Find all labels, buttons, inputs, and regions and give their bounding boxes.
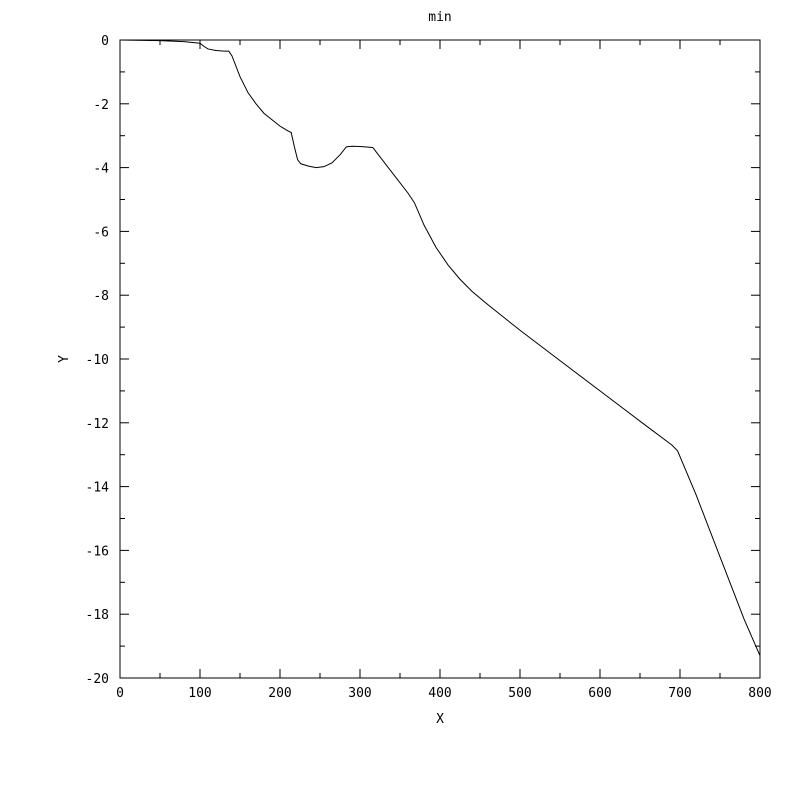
x-tick-label: 800 (748, 686, 771, 701)
x-tick-label: 500 (508, 686, 531, 701)
axis-ticks (119, 39, 761, 679)
x-tick-label: 0 (116, 686, 124, 701)
y-tick-label: -14 (86, 481, 110, 496)
y-tick-label: -2 (93, 98, 109, 113)
x-tick-label: 700 (668, 686, 691, 701)
x-axis-label: X (436, 712, 444, 727)
x-tick-label: 300 (348, 686, 371, 701)
y-tick-label: -8 (93, 289, 109, 304)
data-series-line (119, 39, 761, 656)
x-tick-label: 100 (188, 686, 211, 701)
y-tick-label: 0 (101, 34, 109, 49)
chart-title: min (428, 10, 451, 25)
y-tick-label: -20 (86, 672, 109, 687)
plot-area-frame (119, 39, 761, 679)
x-tick-label: 200 (268, 686, 291, 701)
x-axis-tick-labels: 0 100 200 300 400 500 600 700 800 (116, 686, 772, 701)
y-tick-label: -10 (86, 353, 109, 368)
x-tick-label: 400 (428, 686, 451, 701)
y-axis-tick-labels: 0 -2 -4 -6 -8 -10 -12 -14 -16 -18 -20 (86, 34, 110, 687)
y-tick-label: -18 (86, 608, 109, 623)
y-tick-label: -6 (93, 225, 109, 240)
x-tick-label: 600 (588, 686, 611, 701)
y-tick-label: -16 (86, 544, 109, 559)
y-tick-label: -12 (86, 417, 109, 432)
y-axis-label: Y (57, 355, 72, 363)
y-tick-label: -4 (93, 162, 109, 177)
